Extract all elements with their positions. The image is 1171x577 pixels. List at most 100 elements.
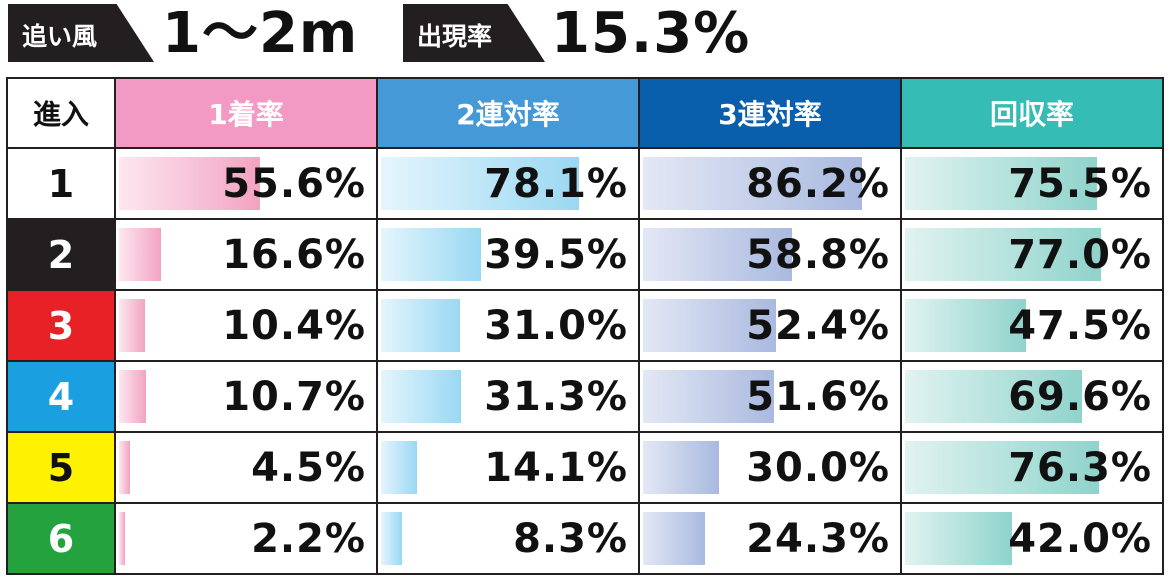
win-rate-bar: [119, 370, 146, 423]
trio-rate-value: 58.8%: [746, 231, 890, 278]
win-rate-bar: [119, 512, 125, 565]
return-rate-bar: [905, 512, 1012, 565]
win-rate-value: 10.7%: [222, 373, 366, 420]
quinella-rate-cell: 31.0%: [376, 289, 640, 362]
wind-tag-arrow: [106, 4, 154, 62]
wind-tag: 追い風: [8, 4, 116, 62]
table-row: 6 2.2% 8.3% 24.3% 42.0%: [6, 502, 1164, 575]
trio-rate-cell: 24.3%: [638, 502, 902, 575]
return-rate-value: 75.5%: [1008, 160, 1152, 207]
win-rate-cell: 55.6%: [114, 147, 378, 220]
trio-rate-cell: 51.6%: [638, 360, 902, 433]
return-rate-cell: 76.3%: [900, 431, 1164, 504]
return-rate-bar: [905, 228, 1101, 281]
return-rate-value: 47.5%: [1008, 302, 1152, 349]
return-rate-bar: [905, 299, 1026, 352]
win-rate-cell: 4.5%: [114, 431, 378, 504]
lane-number: 4: [6, 360, 116, 433]
win-rate-value: 4.5%: [251, 444, 366, 491]
trio-rate-value: 51.6%: [746, 373, 890, 420]
return-rate-cell: 77.0%: [900, 218, 1164, 291]
trio-rate-cell: 30.0%: [638, 431, 902, 504]
table-row: 5 4.5% 14.1% 30.0% 76.3%: [6, 431, 1164, 504]
rate-tag: 出現率: [403, 4, 507, 62]
trio-rate-value: 52.4%: [746, 302, 890, 349]
trio-rate-bar: [643, 370, 774, 423]
trio-rate-bar: [643, 157, 862, 210]
trio-rate-bar: [643, 228, 792, 281]
rate-tag-arrow: [497, 4, 545, 62]
lane-number: 3: [6, 289, 116, 362]
win-rate-value: 10.4%: [222, 302, 366, 349]
return-rate-cell: 75.5%: [900, 147, 1164, 220]
quinella-rate-bar: [381, 512, 402, 565]
quinella-rate-cell: 31.3%: [376, 360, 640, 433]
quinella-rate-bar: [381, 299, 460, 352]
quinella-rate-bar: [381, 228, 481, 281]
trio-rate-bar: [643, 441, 719, 494]
trio-rate-cell: 58.8%: [638, 218, 902, 291]
win-rate-cell: 2.2%: [114, 502, 378, 575]
win-rate-cell: 16.6%: [114, 218, 378, 291]
header: 追い風 1～2m 出現率 15.3%: [0, 0, 1171, 78]
col-header-win-rate: 1着率: [114, 77, 378, 149]
header-row: 進入 1着率 2連対率 3連対率 回収率: [6, 77, 1164, 149]
table-row: 3 10.4% 31.0% 52.4% 47.5%: [6, 289, 1164, 362]
return-rate-bar: [905, 370, 1082, 423]
return-rate-value: 69.6%: [1008, 373, 1152, 420]
win-rate-value: 16.6%: [222, 231, 366, 278]
trio-rate-cell: 86.2%: [638, 147, 902, 220]
win-rate-cell: 10.4%: [114, 289, 378, 362]
col-header-lane: 進入: [6, 77, 116, 149]
stats-table: 進入 1着率 2連対率 3連対率 回収率 1 55.6% 78.1% 86.2% 75.…: [6, 77, 1164, 575]
lane-number: 1: [6, 147, 116, 220]
win-rate-value: 2.2%: [251, 515, 366, 562]
win-rate-cell: 10.7%: [114, 360, 378, 433]
return-rate-value: 42.0%: [1008, 515, 1152, 562]
col-header-trio-rate: 3連対率: [638, 77, 902, 149]
return-rate-bar: [905, 441, 1099, 494]
quinella-rate-value: 14.1%: [484, 444, 628, 491]
quinella-rate-value: 31.3%: [484, 373, 628, 420]
table-row: 1 55.6% 78.1% 86.2% 75.5%: [6, 147, 1164, 220]
col-header-return-rate: 回収率: [900, 77, 1164, 149]
trio-rate-value: 30.0%: [746, 444, 890, 491]
quinella-rate-bar: [381, 370, 461, 423]
trio-rate-bar: [643, 299, 776, 352]
trio-rate-value: 86.2%: [746, 160, 890, 207]
return-rate-cell: 47.5%: [900, 289, 1164, 362]
quinella-rate-bar: [381, 157, 579, 210]
return-rate-cell: 42.0%: [900, 502, 1164, 575]
wind-label: 追い風: [22, 22, 98, 51]
win-rate-bar: [119, 441, 130, 494]
table-row: 2 16.6% 39.5% 58.8% 77.0%: [6, 218, 1164, 291]
return-rate-cell: 69.6%: [900, 360, 1164, 433]
quinella-rate-cell: 39.5%: [376, 218, 640, 291]
rate-value: 15.3%: [551, 1, 751, 66]
trio-rate-bar: [643, 512, 705, 565]
quinella-rate-value: 78.1%: [484, 160, 628, 207]
win-rate-value: 55.6%: [222, 160, 366, 207]
return-rate-bar: [905, 157, 1097, 210]
return-rate-value: 77.0%: [1008, 231, 1152, 278]
win-rate-bar: [119, 299, 145, 352]
win-rate-bar: [119, 228, 161, 281]
quinella-rate-cell: 78.1%: [376, 147, 640, 220]
win-rate-bar: [119, 157, 260, 210]
quinella-rate-value: 8.3%: [513, 515, 628, 562]
rate-label: 出現率: [417, 22, 493, 51]
quinella-rate-value: 39.5%: [484, 231, 628, 278]
lane-number: 2: [6, 218, 116, 291]
wind-value: 1～2m: [162, 1, 359, 66]
quinella-rate-cell: 14.1%: [376, 431, 640, 504]
return-rate-value: 76.3%: [1008, 444, 1152, 491]
quinella-rate-cell: 8.3%: [376, 502, 640, 575]
trio-rate-value: 24.3%: [746, 515, 890, 562]
quinella-rate-bar: [381, 441, 417, 494]
lane-number: 6: [6, 502, 116, 575]
col-header-quinella-rate: 2連対率: [376, 77, 640, 149]
trio-rate-cell: 52.4%: [638, 289, 902, 362]
table-row: 4 10.7% 31.3% 51.6% 69.6%: [6, 360, 1164, 433]
quinella-rate-value: 31.0%: [484, 302, 628, 349]
lane-number: 5: [6, 431, 116, 504]
